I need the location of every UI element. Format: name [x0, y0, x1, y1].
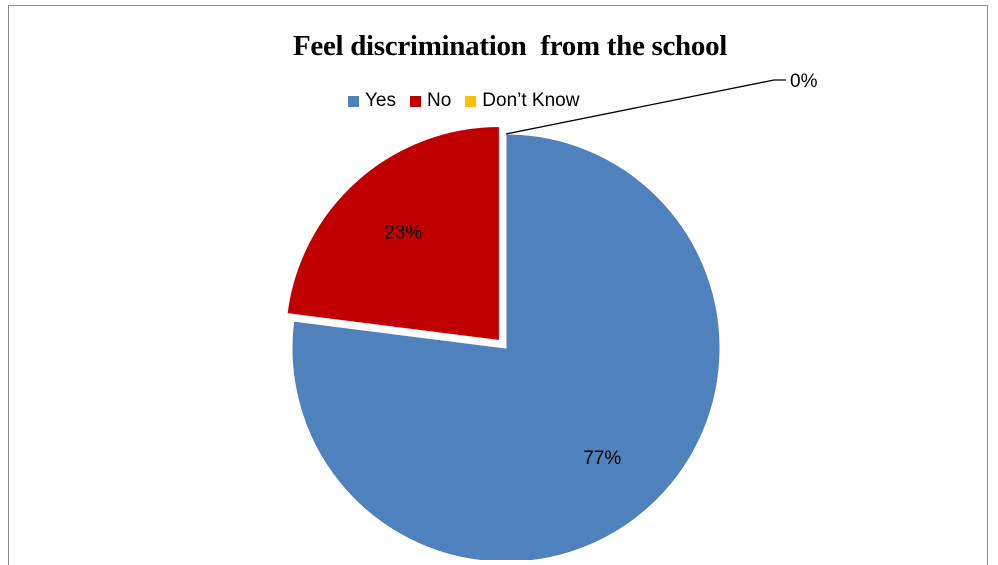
legend-item-no: No: [410, 90, 451, 112]
leader-line-don-t-know: [505, 79, 786, 135]
chart-title: Feel discrimination from the school: [292, 30, 728, 62]
data-label-no: 23%: [384, 222, 422, 243]
legend-label-no: No: [427, 90, 452, 111]
legend-swatch-no: [410, 95, 421, 107]
pie-slice-yes: [291, 133, 721, 560]
legend-item-yes: Yes: [348, 90, 396, 112]
legend-swatch-yes: [348, 95, 359, 107]
legend-label-dont-know: Don’t Know: [482, 90, 580, 111]
legend-label-yes: Yes: [365, 90, 396, 111]
legend-swatch-dont-know: [465, 95, 477, 107]
data-label-don-t-know: 0%: [790, 71, 818, 92]
data-label-yes: 77%: [583, 448, 621, 469]
pie-slice-no: [286, 125, 500, 342]
legend-item-dont-know: Don’t Know: [465, 90, 579, 112]
legend: Yes No Don’t Know: [348, 88, 593, 114]
